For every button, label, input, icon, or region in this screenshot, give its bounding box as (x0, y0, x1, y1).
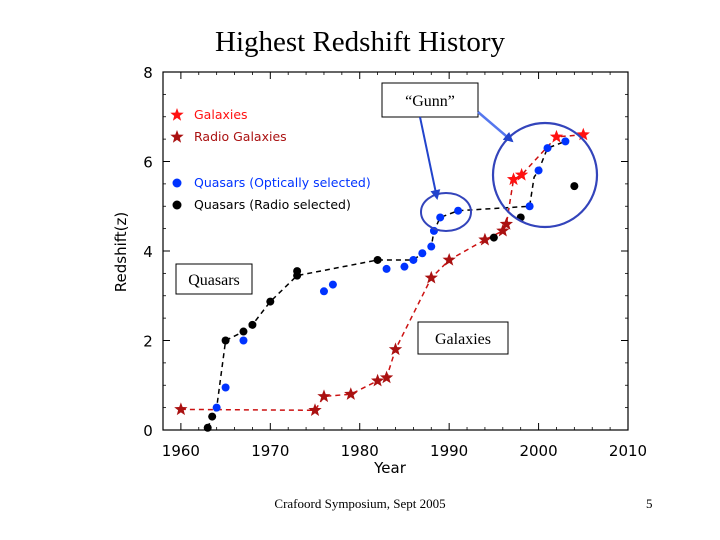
data-point-star (371, 373, 385, 387)
data-point-circle (208, 412, 217, 421)
legend-marker (172, 178, 182, 188)
data-point-circle (382, 264, 391, 273)
gunn-arrow-left (419, 116, 441, 200)
slide-title: Highest Redshift History (215, 26, 505, 58)
data-point-circle (328, 280, 337, 289)
page-number: 5 (646, 496, 653, 511)
data-point-star (174, 402, 188, 416)
data-point-circle (239, 327, 248, 336)
x-axis-label: Year (373, 459, 407, 477)
data-point-circle (266, 297, 275, 306)
gunn-label-box (381, 82, 479, 118)
x-tick-label: 1980 (341, 442, 379, 460)
galaxies-label-box (417, 321, 509, 355)
data-point-star (442, 253, 456, 266)
data-point-star (478, 232, 492, 246)
x-tick-label: 2010 (609, 442, 647, 460)
gunn-circle-large (491, 121, 599, 229)
gunn-arrow-right (477, 111, 514, 143)
data-point-circle (525, 202, 534, 211)
data-point-star (379, 370, 394, 384)
data-point-circle (212, 403, 221, 412)
y-tick-label: 8 (143, 64, 153, 82)
data-point-circle (248, 320, 257, 329)
data-point-circle (489, 233, 498, 242)
data-point-circle (373, 255, 382, 264)
legend-marker (172, 200, 182, 210)
y-tick-label: 4 (143, 243, 153, 261)
data-point-circle (436, 213, 445, 222)
data-point-circle (409, 255, 418, 264)
legend-label: Quasars (Radio selected) (194, 197, 351, 212)
data-point-star (506, 172, 521, 186)
data-point-star (496, 223, 510, 237)
quasars-label: Quasars (188, 272, 240, 289)
data-point-circle (221, 383, 230, 392)
legend-marker (170, 130, 184, 143)
x-tick-label: 1990 (430, 442, 468, 460)
x-tick-label: 1970 (251, 442, 289, 460)
data-point-star (576, 127, 590, 141)
data-point-circle (319, 287, 328, 296)
data-point-circle (418, 249, 427, 258)
galaxies-label: Galaxies (435, 331, 491, 348)
x-tick-label: 1960 (162, 442, 200, 460)
y-tick-label: 6 (143, 154, 153, 172)
data-point-circle (239, 336, 248, 345)
data-point-star (308, 403, 322, 416)
trend-line (207, 140, 566, 429)
data-point-circle (293, 267, 302, 276)
data-point-circle (400, 262, 409, 271)
axis-ticks: 1960 1970 1980 1990 2000 2010 0 2 4 6 8 (143, 64, 647, 460)
data-points (174, 127, 590, 432)
y-tick-label: 0 (143, 422, 153, 440)
legend: Galaxies Radio Galaxies Quasars (Optically… (170, 107, 371, 212)
legend-marker (170, 108, 184, 121)
data-point-star (317, 389, 331, 403)
data-point-circle (454, 206, 463, 215)
data-point-circle (534, 166, 543, 175)
data-point-star (549, 129, 564, 143)
data-point-star (388, 342, 403, 356)
footer-text: Crafoord Symposium, Sept 2005 (274, 496, 446, 511)
gunn-label: “Gunn” (405, 93, 455, 110)
data-point-star (344, 387, 358, 400)
legend-label: Quasars (Optically selected) (194, 175, 371, 190)
legend-label: Galaxies (194, 107, 248, 122)
data-point-star (424, 270, 438, 284)
quasars-label-box (175, 263, 253, 295)
data-point-circle (221, 336, 230, 345)
y-axis-label: Redshift(z) (112, 212, 130, 292)
data-point-circle (543, 144, 552, 153)
gunn-circle-small (420, 192, 472, 232)
x-tick-label: 2000 (519, 442, 557, 460)
data-point-circle (427, 242, 436, 251)
data-point-star (514, 167, 529, 181)
data-point-circle (203, 423, 212, 432)
data-point-circle (570, 182, 579, 191)
data-point-star (499, 217, 513, 230)
data-point-circle (561, 137, 570, 146)
y-tick-label: 2 (143, 333, 153, 351)
legend-label: Radio Galaxies (194, 129, 287, 144)
